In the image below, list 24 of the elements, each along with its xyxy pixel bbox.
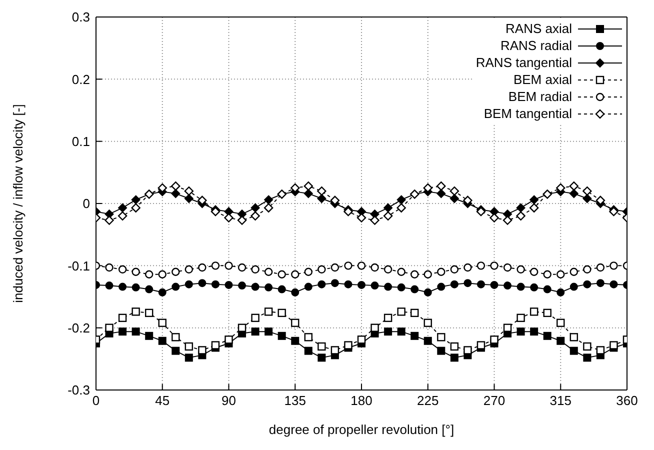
y-tick-label: -0.2 xyxy=(68,320,90,336)
x-tick-label: 315 xyxy=(550,393,572,408)
y-tick-label: 0.3 xyxy=(72,10,90,25)
legend-label: RANS axial xyxy=(506,21,572,36)
y-axis-title: induced velocity / inflow velocity [-] xyxy=(10,104,26,303)
legend-label: RANS radial xyxy=(500,38,572,53)
legend-label: BEM radial xyxy=(508,89,572,104)
x-tick-label: 180 xyxy=(350,393,372,408)
x-axis-title: degree of propeller revolution [°] xyxy=(268,422,454,437)
x-tick-label: 45 xyxy=(155,393,170,408)
legend-label: RANS tangential xyxy=(476,55,572,70)
legend-label: BEM tangential xyxy=(484,106,572,121)
y-tick-label: -0.1 xyxy=(68,258,90,274)
x-tick-label: 270 xyxy=(483,393,506,408)
y-tick-label: -0.3 xyxy=(68,382,90,398)
x-tick-label: 225 xyxy=(417,393,439,408)
y-tick-label: 0.2 xyxy=(72,72,90,87)
x-tick-label: 90 xyxy=(222,393,236,408)
x-tick-label: 135 xyxy=(284,393,306,408)
legend-label: BEM axial xyxy=(513,72,572,87)
y-tick-label: 0.1 xyxy=(72,134,90,149)
y-tick-label: 0 xyxy=(82,196,90,212)
x-tick-label: 0 xyxy=(92,393,100,408)
x-tick-label: 360 xyxy=(616,393,638,408)
